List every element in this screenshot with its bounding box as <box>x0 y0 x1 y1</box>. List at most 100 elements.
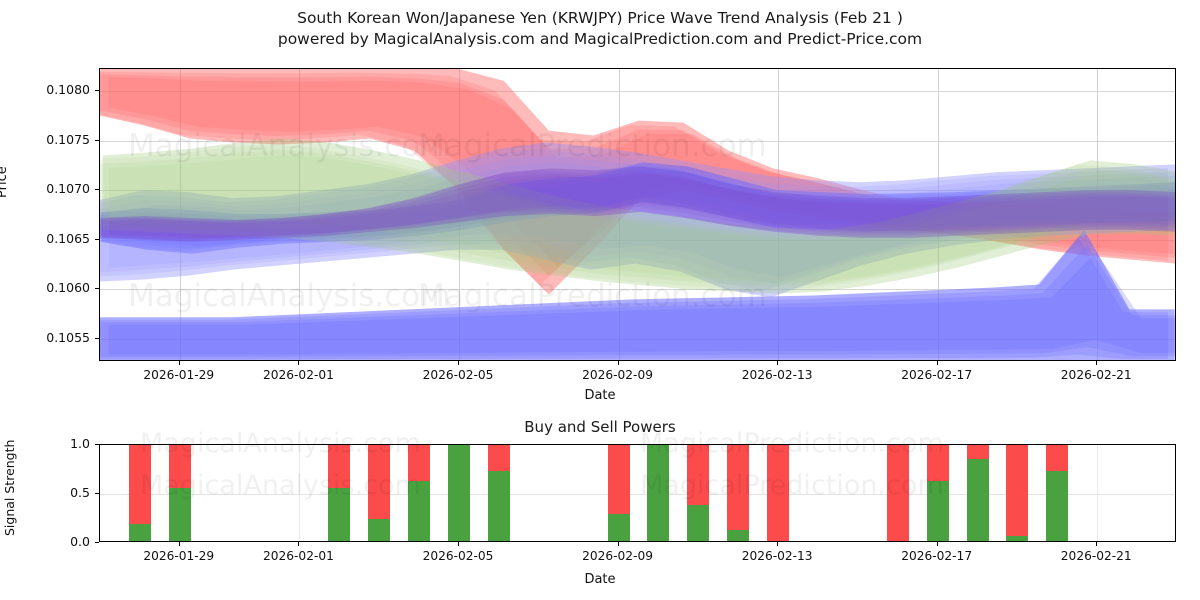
price-y-tick-mark <box>95 338 99 340</box>
price-y-tick-label: 0.1080 <box>46 81 90 97</box>
price-band-layer <box>109 76 1175 267</box>
signal-bar-sell-segment <box>1006 445 1029 537</box>
price-band-wide-blue-envelope <box>100 142 1175 298</box>
signal-x-tick-label: 2026-02-13 <box>741 549 813 563</box>
signal-chart-plot-area <box>99 444 1176 542</box>
signal-x-tick-label: 2026-02-05 <box>422 549 494 563</box>
signal-bar[interactable] <box>368 445 391 541</box>
signal-y-axis-title: Signal Strength <box>2 439 17 536</box>
signal-bar-sell-segment <box>687 445 710 505</box>
price-band-layer <box>100 144 1168 290</box>
signal-bar[interactable] <box>727 445 750 541</box>
signal-y-tick-mark <box>95 542 99 543</box>
signal-bar[interactable] <box>448 445 470 541</box>
price-x-tick-mark <box>936 361 938 365</box>
signal-bar[interactable] <box>1046 445 1069 541</box>
signal-bar-sell-segment <box>128 445 151 525</box>
price-band-layer <box>100 237 1168 360</box>
signal-bar[interactable] <box>607 445 630 541</box>
signal-bar[interactable] <box>767 445 790 541</box>
signal-bar[interactable] <box>128 445 151 541</box>
price-x-axis-title: Date <box>584 388 616 403</box>
signal-bar-sell-segment <box>168 445 191 489</box>
signal-x-tick-label: 2026-01-29 <box>143 549 215 563</box>
price-x-tick-mark <box>777 361 779 365</box>
price-y-tick-mark <box>95 238 99 240</box>
price-band-layer <box>109 169 1175 247</box>
figure-title-block: South Korean Won/Japanese Yen (KRWJPY) P… <box>0 8 1200 50</box>
signal-bar-buy-segment <box>408 481 431 541</box>
signal-bar-buy-segment <box>1006 536 1029 541</box>
signal-x-tick-label: 2026-02-21 <box>1060 549 1132 563</box>
signal-x-tick-mark <box>1096 542 1098 546</box>
price-gridline-v <box>1097 69 1099 360</box>
signal-x-tick-label: 2026-02-09 <box>582 549 653 563</box>
price-y-tick-mark <box>95 89 99 91</box>
signal-gridline-h <box>100 494 1175 495</box>
signal-bar-buy-segment <box>926 481 949 541</box>
signal-bar[interactable] <box>886 445 909 541</box>
price-gridline-v <box>179 69 181 360</box>
signal-bar[interactable] <box>1006 445 1029 541</box>
price-x-tick-label: 2026-01-29 <box>143 368 215 382</box>
price-y-tick-mark <box>95 189 99 191</box>
price-band-layer <box>109 155 1175 283</box>
signal-bar[interactable] <box>408 445 431 541</box>
signal-bar-sell-segment <box>767 445 790 541</box>
signal-x-tick-label: 2026-02-17 <box>901 549 973 563</box>
price-band-layer <box>100 155 1175 284</box>
price-y-axis-title: Price <box>0 166 10 198</box>
signal-bar-buy-segment <box>487 471 510 541</box>
signal-bar-buy-segment <box>966 458 989 541</box>
signal-bar-buy-segment <box>1046 471 1069 541</box>
signal-y-tick-label: 0.0 <box>70 534 90 549</box>
signal-x-tick-mark <box>617 542 619 546</box>
signal-bar[interactable] <box>926 445 949 541</box>
price-x-tick-mark <box>178 361 180 365</box>
signal-bar-sell-segment <box>886 445 909 541</box>
price-y-tick-label: 0.1055 <box>46 330 90 346</box>
signal-bar-sell-segment <box>607 445 630 514</box>
signal-bar-sell-segment <box>408 445 431 482</box>
price-band-mid-blue-core <box>101 162 1175 254</box>
signal-bar[interactable] <box>168 445 191 541</box>
signal-bar-buy-segment <box>647 445 670 541</box>
price-band-layer <box>100 244 1175 357</box>
price-gridline-h <box>100 90 1175 92</box>
price-band-layer <box>100 149 1168 291</box>
price-y-tick-label: 0.1075 <box>46 131 90 147</box>
price-band-green-wave <box>102 138 1175 294</box>
price-y-tick-mark <box>95 139 99 141</box>
price-y-tick-label: 0.1065 <box>46 230 90 246</box>
price-band-layer <box>109 162 1175 278</box>
price-x-tick-label: 2026-02-21 <box>1060 368 1132 382</box>
signal-x-axis-title: Date <box>584 572 616 587</box>
signal-x-tick-mark <box>178 542 180 546</box>
signal-bar[interactable] <box>647 445 670 541</box>
price-y-tick-label: 0.1060 <box>46 280 90 296</box>
price-gridline-h <box>100 289 1175 291</box>
signal-bar[interactable] <box>687 445 710 541</box>
signal-bar[interactable] <box>966 445 989 541</box>
signal-bar-buy-segment <box>328 488 351 541</box>
price-gridline-v <box>937 69 939 360</box>
price-gridline-v <box>299 69 301 360</box>
price-x-tick-label: 2026-02-05 <box>422 368 494 382</box>
price-band-layer <box>100 164 1168 252</box>
signal-bar-sell-segment <box>1046 445 1069 472</box>
price-x-tick-label: 2026-02-01 <box>263 368 334 382</box>
signal-bar[interactable] <box>328 445 351 541</box>
price-x-tick-mark <box>617 361 619 365</box>
signal-bar[interactable] <box>487 445 510 541</box>
price-y-tick-mark <box>95 288 99 290</box>
price-band-violet-overlap-core <box>100 166 1175 242</box>
signal-bar-buy-segment <box>727 530 750 541</box>
price-band-layer <box>100 168 1168 241</box>
price-band-layer <box>100 71 1168 286</box>
price-band-layer <box>109 174 1175 238</box>
price-band-support-blue-lower <box>100 229 1175 360</box>
signal-x-tick-mark <box>936 542 938 546</box>
signal-bar-buy-segment <box>368 519 391 541</box>
price-gridline-v <box>459 69 460 360</box>
